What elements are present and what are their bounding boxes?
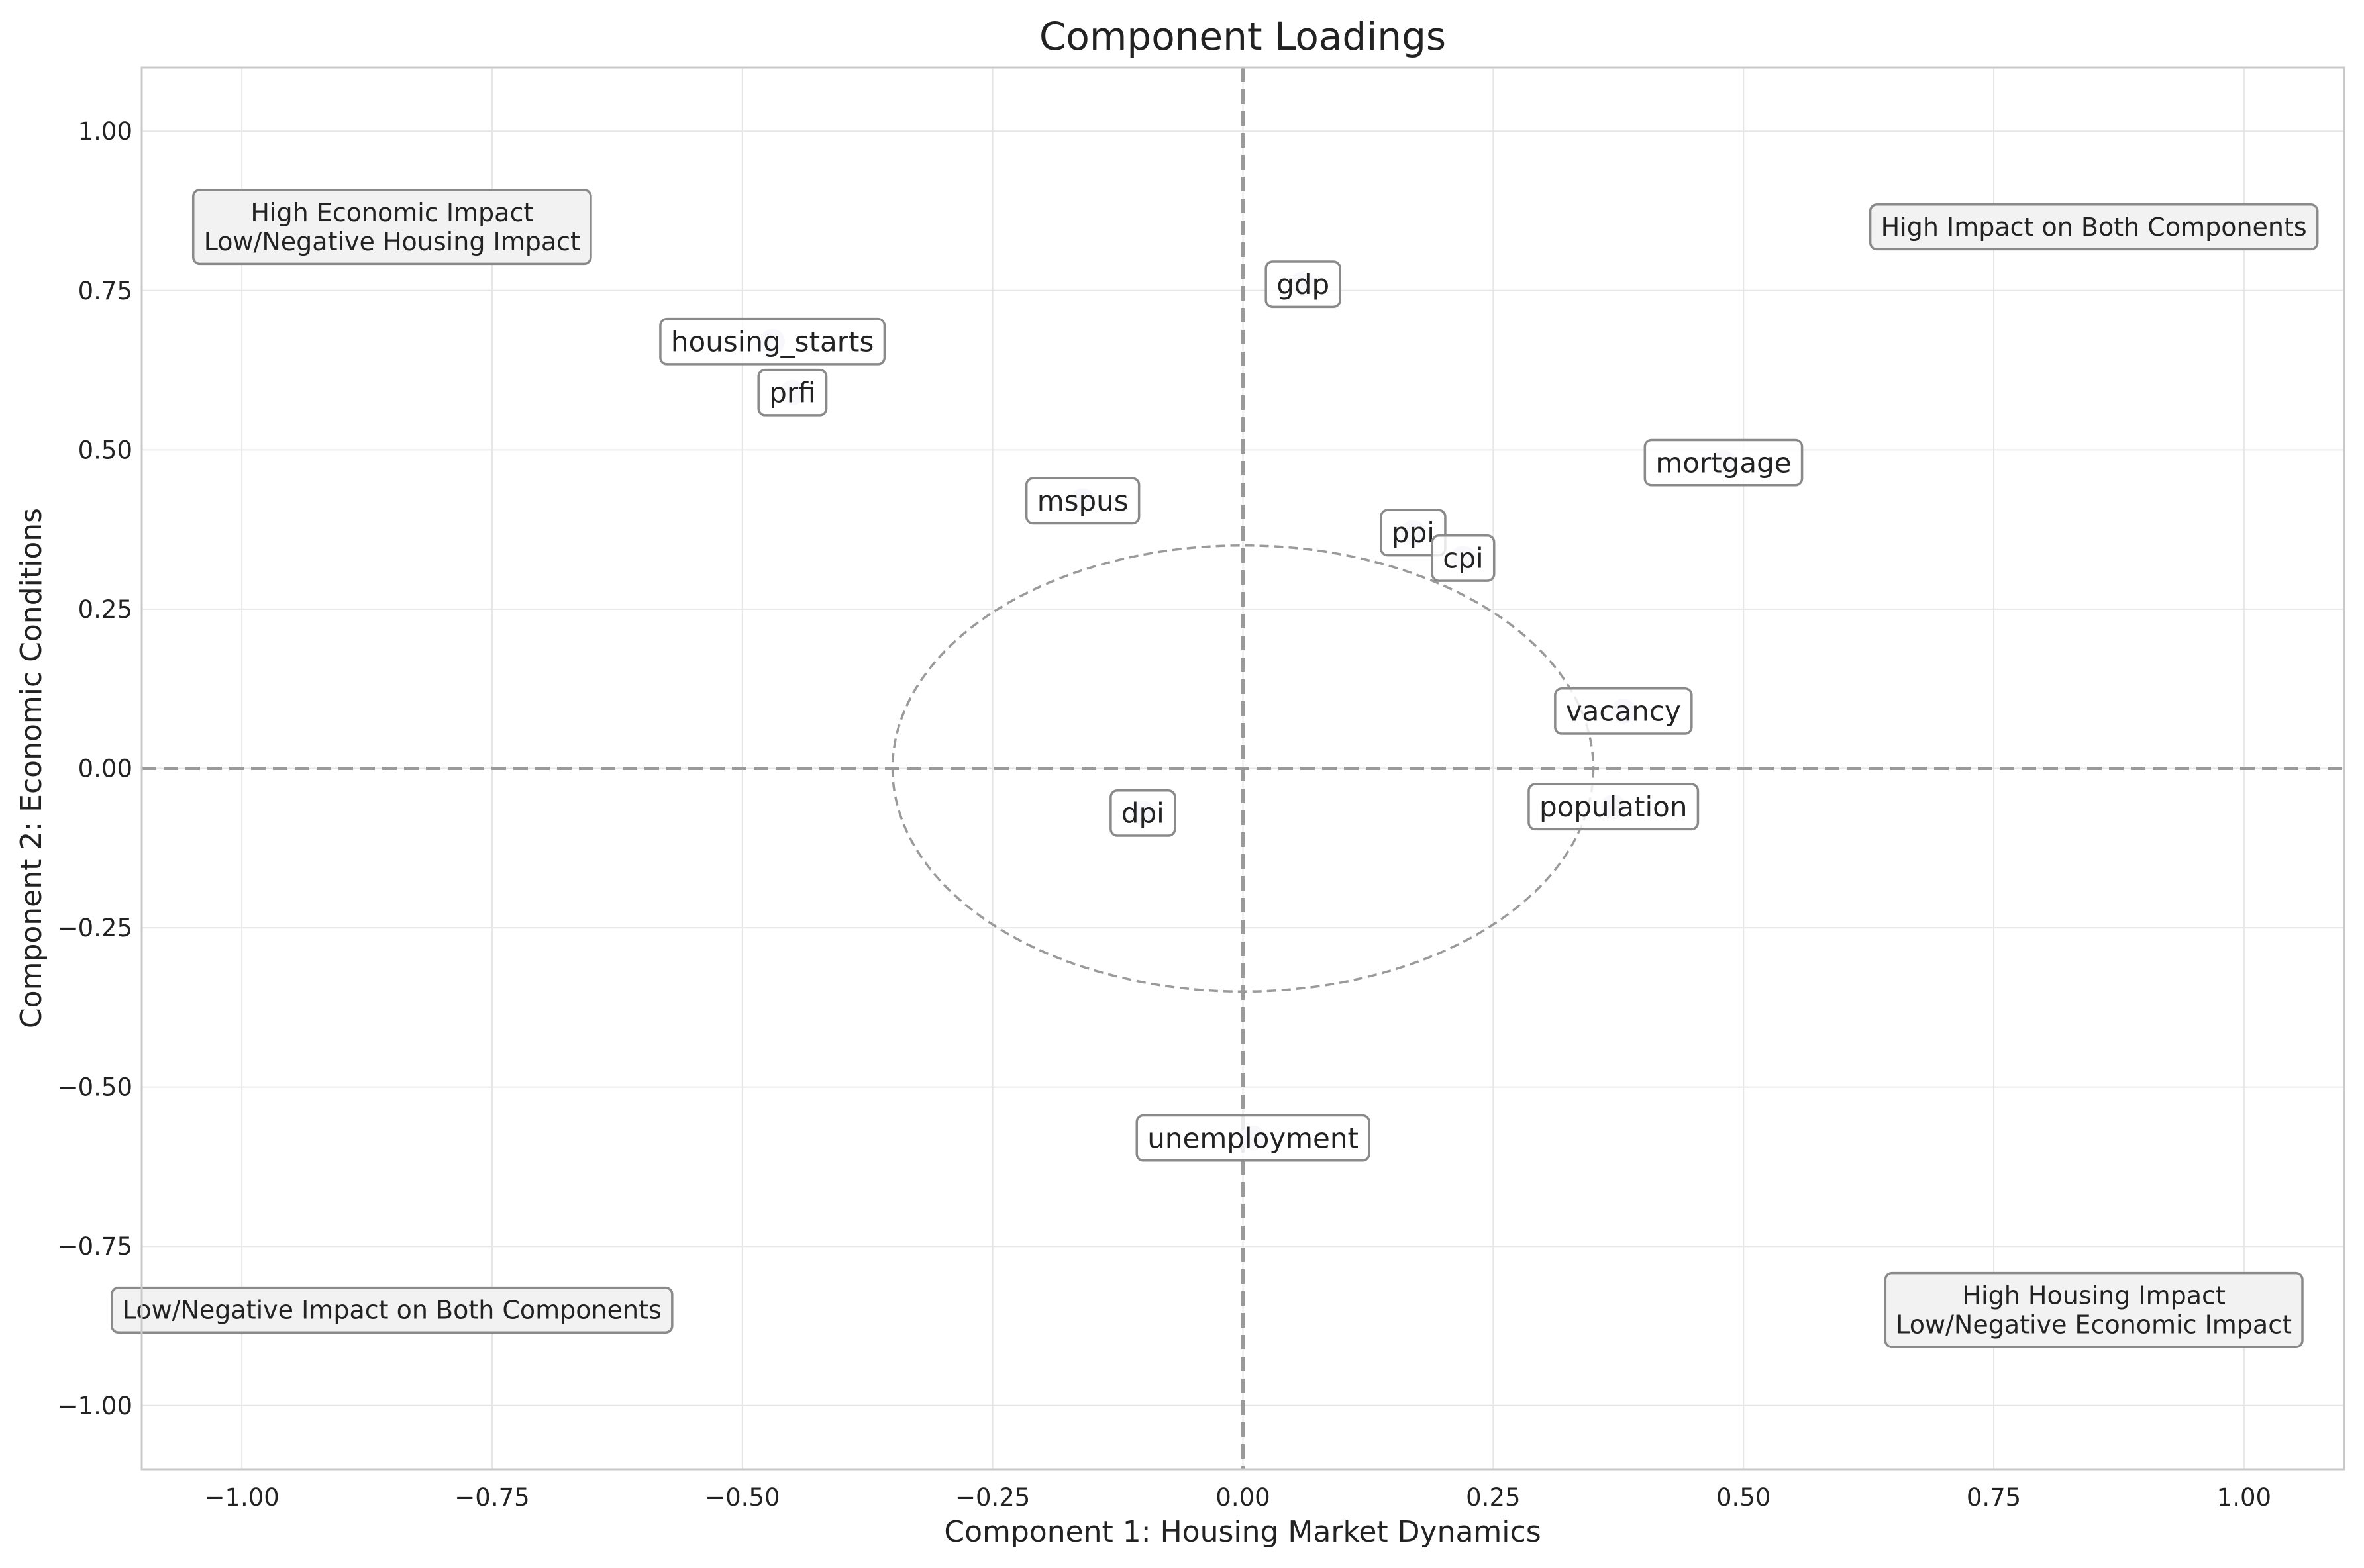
- point-label-mortgage-box: [1643, 438, 1804, 487]
- y-tick-label: −0.50: [58, 1073, 132, 1102]
- y-tick-label: 1.00: [78, 117, 132, 146]
- point-label-gdp-text: gdp: [1276, 268, 1329, 301]
- y-tick-label: 0.50: [78, 436, 132, 464]
- y-tick-label: 0.00: [78, 755, 132, 783]
- quadrant-annotation-3: Low/Negative Impact on Both Components: [111, 1286, 674, 1334]
- point-label-ppi: ppi: [1380, 509, 1447, 557]
- point-label-cpi-text: cpi: [1443, 542, 1483, 575]
- plot-frame: [140, 66, 2345, 1471]
- point-label-prfi-box: [757, 368, 828, 416]
- point-label-ppi-text: ppi: [1392, 516, 1435, 549]
- chart-title: Component Loadings: [1039, 14, 1446, 59]
- y-axis-label: Component 2: Economic Conditions: [15, 508, 48, 1028]
- x-tick-label: 0.75: [1967, 1483, 2021, 1512]
- quadrant-annotation-text: High Impact on Both Components: [1881, 213, 2307, 242]
- y-tick-label: 0.75: [78, 277, 132, 305]
- point-label-housing-starts-box: [659, 317, 886, 366]
- point-label-mortgage: mortgage: [1643, 438, 1804, 487]
- reference-lines: [142, 68, 2344, 1469]
- point-label-housing-starts: housing_starts: [659, 317, 886, 366]
- quadrant-annotation-text: High Economic Impact: [250, 198, 533, 227]
- point-label-vacancy-text: vacancy: [1566, 695, 1681, 728]
- point-label-unemployment-text: unemployment: [1147, 1122, 1359, 1154]
- point-label-mortgage-text: mortgage: [1655, 446, 1791, 479]
- quadrant-annotation-text: Low/Negative Impact on Both Components: [123, 1296, 662, 1325]
- x-tick-label: −0.25: [955, 1483, 1030, 1512]
- quadrant-annotation-box: [1884, 1271, 2304, 1349]
- x-tick-label: 1.00: [2217, 1483, 2271, 1512]
- point-label-unemployment: unemployment: [1135, 1114, 1370, 1162]
- y-tick-label: −0.25: [58, 914, 132, 942]
- quadrant-annotation-box: [1869, 203, 2319, 251]
- x-tick-label: 0.25: [1466, 1483, 1520, 1512]
- point-label-population-box: [1527, 783, 1700, 831]
- x-tick-label: −0.75: [454, 1483, 529, 1512]
- x-axis-label: Component 1: Housing Market Dynamics: [944, 1515, 1541, 1549]
- point-label-gdp: gdp: [1264, 260, 1341, 309]
- point-label-dpi: dpi: [1109, 789, 1176, 837]
- reference-circle: [891, 544, 1595, 993]
- point-label-population-text: population: [1539, 791, 1688, 823]
- y-tick-label: −1.00: [58, 1392, 132, 1420]
- x-tick-label: −1.00: [204, 1483, 279, 1512]
- y-tick-label: −0.75: [58, 1232, 132, 1261]
- point-label-cpi-box: [1431, 534, 1496, 582]
- point-label-prfi-text: prfi: [769, 376, 815, 409]
- quadrant-annotation-text: Low/Negative Economic Impact: [1896, 1310, 2292, 1340]
- quadrant-annotation-box: [111, 1286, 674, 1334]
- point-label-housing-starts-text: housing_starts: [671, 325, 874, 358]
- point-label-vacancy-box: [1554, 687, 1693, 735]
- point-label-cpi: cpi: [1431, 534, 1496, 582]
- quadrant-annotation-text: Low/Negative Housing Impact: [204, 227, 580, 256]
- point-label-dpi-box: [1109, 789, 1176, 837]
- point-label-mspus-box: [1025, 477, 1141, 525]
- point-label-dpi-text: dpi: [1121, 797, 1164, 830]
- axis-ticks: −1.00 −0.75 −0.50 −0.25 0.00 0.25 0.50 0.75 1.00…: [58, 117, 2271, 1512]
- x-tick-label: −0.50: [705, 1483, 780, 1512]
- x-tick-label: 0.50: [1716, 1483, 1771, 1512]
- point-label-prfi: prfi: [757, 368, 828, 416]
- point-label-population: population: [1527, 783, 1700, 831]
- point-label-vacancy: vacancy: [1554, 687, 1693, 735]
- point-label-mspus: mspus: [1025, 477, 1141, 525]
- point-label-ppi-box: [1380, 509, 1447, 557]
- x-tick-label: 0.00: [1215, 1483, 1270, 1512]
- quadrant-annotation-text: High Housing Impact: [1962, 1281, 2225, 1310]
- point-label-unemployment-box: [1135, 1114, 1370, 1162]
- y-tick-label: 0.25: [78, 595, 132, 624]
- point-label-gdp-box: [1264, 260, 1341, 309]
- quadrant-annotation-box: [191, 188, 592, 266]
- point-label-mspus-text: mspus: [1037, 485, 1129, 517]
- quadrant-annotation-2: High Impact on Both Components: [1869, 203, 2319, 251]
